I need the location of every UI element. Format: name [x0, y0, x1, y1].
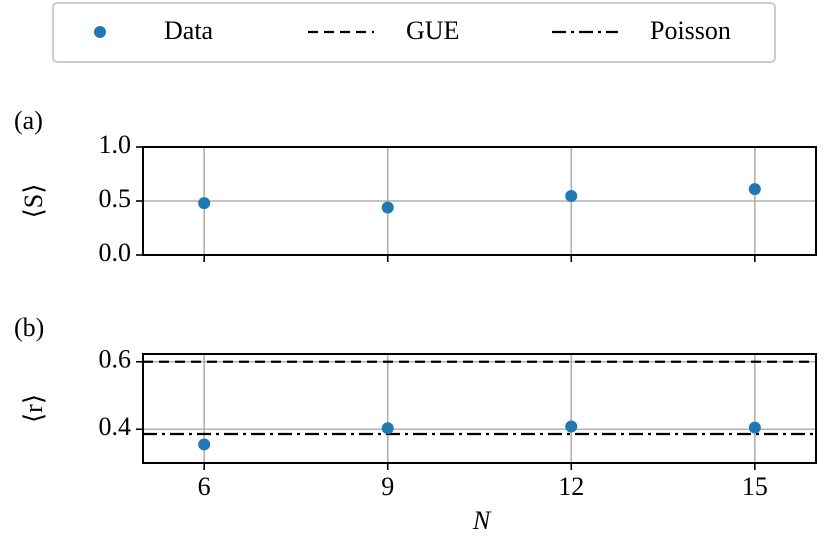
legend-label: Data — [164, 16, 214, 45]
y-tick-label: 0.0 — [99, 238, 132, 267]
panel-label: (a) — [14, 106, 43, 135]
x-tick-label: 12 — [558, 472, 584, 501]
y-tick-label: 0.6 — [99, 345, 132, 374]
x-tick-label: 15 — [742, 472, 768, 501]
data-point — [748, 421, 761, 434]
x-tick-label: 6 — [198, 472, 211, 501]
legend-box — [52, 2, 776, 63]
data-point — [381, 422, 394, 435]
axes-frame — [142, 146, 817, 256]
axes-frame — [142, 353, 817, 464]
legend-label: Poisson — [650, 16, 731, 45]
y-axis-label: ⟨r⟩ — [19, 394, 48, 423]
data-point — [198, 197, 211, 210]
y-tick-label: 1.0 — [99, 130, 132, 159]
data-point — [565, 190, 578, 203]
y-tick-label: 0.4 — [99, 412, 132, 441]
data-point — [381, 201, 394, 214]
data-point — [748, 183, 761, 196]
y-axis-label: ⟨S⟩ — [19, 184, 48, 219]
data-point — [198, 438, 211, 451]
y-tick-label: 0.5 — [99, 184, 132, 213]
x-tick-label: 9 — [381, 472, 394, 501]
data-point — [565, 420, 578, 433]
legend-marker — [94, 26, 106, 38]
legend-label: GUE — [406, 16, 459, 45]
x-axis-label: N — [472, 506, 492, 535]
panel-label: (b) — [14, 313, 44, 342]
